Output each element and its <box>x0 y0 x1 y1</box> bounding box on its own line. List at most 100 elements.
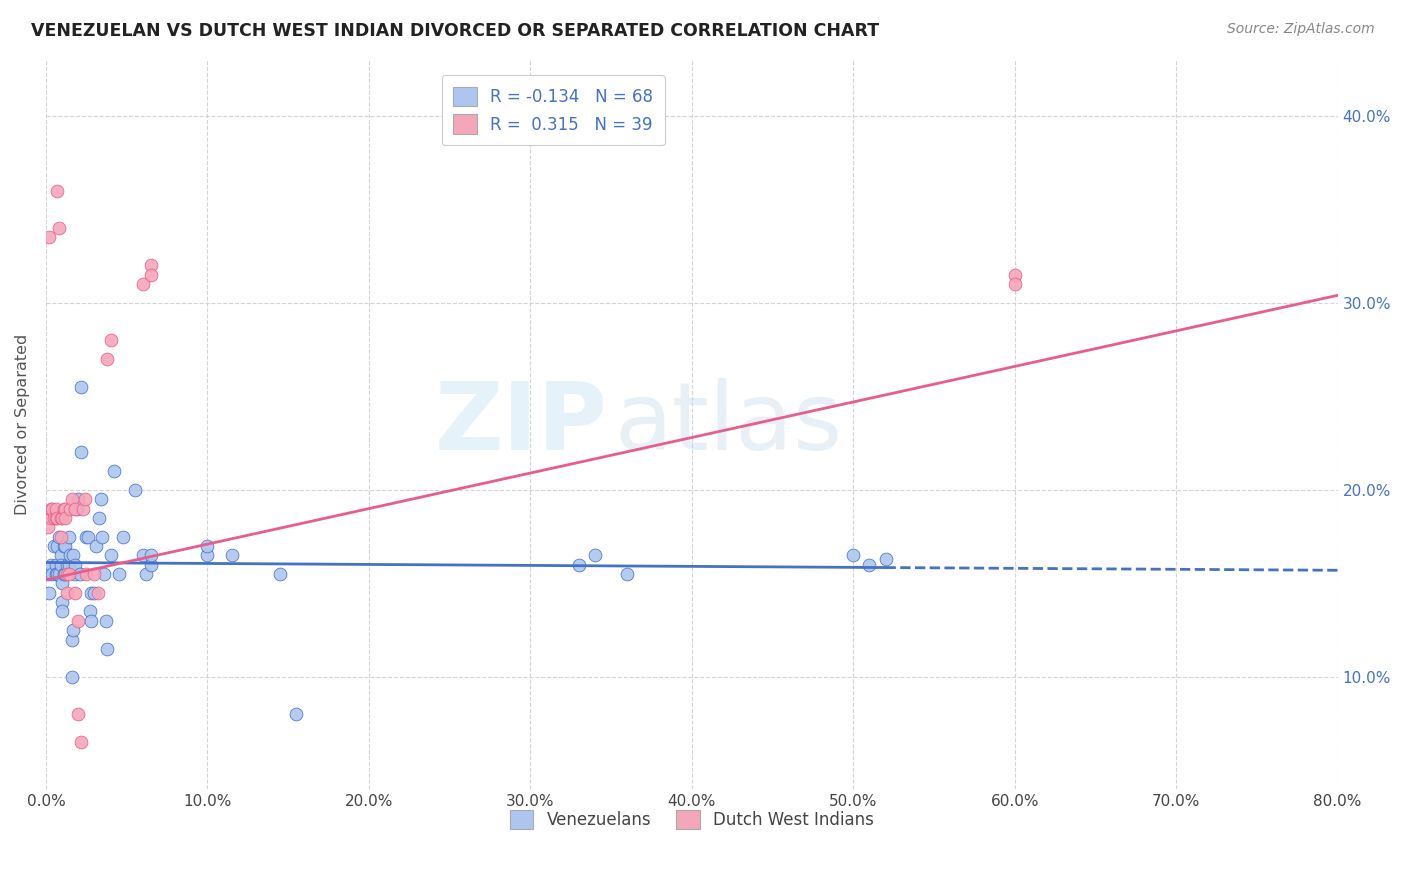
Point <box>112 530 135 544</box>
Point <box>132 549 155 563</box>
Point <box>52 501 75 516</box>
Point <box>53 567 76 582</box>
Point <box>62 624 84 638</box>
Point <box>58 558 80 572</box>
Point <box>70 735 93 749</box>
Point <box>583 549 606 563</box>
Point <box>63 586 86 600</box>
Point <box>89 511 111 525</box>
Point <box>52 539 75 553</box>
Point <box>42 511 65 525</box>
Point <box>83 586 105 600</box>
Point <box>69 567 91 582</box>
Text: Source: ZipAtlas.com: Source: ZipAtlas.com <box>1227 22 1375 37</box>
Point <box>58 530 80 544</box>
Point <box>124 483 146 497</box>
Point <box>70 445 93 459</box>
Point <box>51 605 73 619</box>
Point <box>63 567 86 582</box>
Point <box>67 614 90 628</box>
Point <box>39 501 62 516</box>
Legend: Venezuelans, Dutch West Indians: Venezuelans, Dutch West Indians <box>503 803 880 836</box>
Point <box>221 549 243 563</box>
Point <box>60 492 83 507</box>
Point <box>49 549 72 563</box>
Point <box>96 351 118 366</box>
Point <box>46 511 69 525</box>
Point <box>37 567 59 582</box>
Point <box>77 530 100 544</box>
Point <box>60 632 83 647</box>
Point <box>62 549 84 563</box>
Point <box>53 511 76 525</box>
Point <box>139 259 162 273</box>
Point <box>135 567 157 582</box>
Point <box>45 511 67 525</box>
Point <box>39 558 62 572</box>
Point <box>139 558 162 572</box>
Point <box>38 586 60 600</box>
Point <box>45 558 67 572</box>
Point <box>46 539 69 553</box>
Point <box>75 567 97 582</box>
Point <box>56 558 79 572</box>
Point <box>568 558 591 572</box>
Point <box>139 549 162 563</box>
Point <box>103 464 125 478</box>
Point <box>83 567 105 582</box>
Point <box>197 539 219 553</box>
Point <box>51 511 73 525</box>
Point <box>42 539 65 553</box>
Point <box>107 567 129 582</box>
Point <box>96 641 118 656</box>
Point <box>53 501 76 516</box>
Point <box>49 558 72 572</box>
Point <box>48 221 70 235</box>
Point <box>53 539 76 553</box>
Text: VENEZUELAN VS DUTCH WEST INDIAN DIVORCED OR SEPARATED CORRELATION CHART: VENEZUELAN VS DUTCH WEST INDIAN DIVORCED… <box>31 22 879 40</box>
Point <box>73 492 96 507</box>
Point <box>59 501 82 516</box>
Point <box>93 567 115 582</box>
Point <box>91 530 114 544</box>
Point <box>616 567 638 582</box>
Point <box>285 707 308 722</box>
Point <box>80 614 103 628</box>
Point <box>38 230 60 244</box>
Point <box>59 549 82 563</box>
Point <box>94 614 117 628</box>
Point <box>37 520 59 534</box>
Point <box>56 567 79 582</box>
Point <box>66 501 89 516</box>
Point <box>1004 277 1026 291</box>
Point <box>51 595 73 609</box>
Point <box>1004 268 1026 282</box>
Point <box>60 670 83 684</box>
Point <box>46 567 69 582</box>
Point <box>63 558 86 572</box>
Point <box>49 511 72 525</box>
Point <box>86 586 108 600</box>
Point <box>100 333 122 347</box>
Point <box>52 567 75 582</box>
Point <box>842 549 865 563</box>
Point <box>70 380 93 394</box>
Point <box>48 567 70 582</box>
Point <box>132 277 155 291</box>
Text: atlas: atlas <box>614 378 842 470</box>
Point <box>39 511 62 525</box>
Point <box>45 501 67 516</box>
Point <box>45 567 67 582</box>
Point <box>90 492 112 507</box>
Point <box>72 501 94 516</box>
Point <box>80 586 103 600</box>
Point <box>58 567 80 582</box>
Text: ZIP: ZIP <box>434 378 607 470</box>
Point <box>51 576 73 591</box>
Point <box>100 549 122 563</box>
Point <box>858 558 880 572</box>
Point <box>75 530 97 544</box>
Point <box>46 184 69 198</box>
Point <box>67 492 90 507</box>
Point <box>48 530 70 544</box>
